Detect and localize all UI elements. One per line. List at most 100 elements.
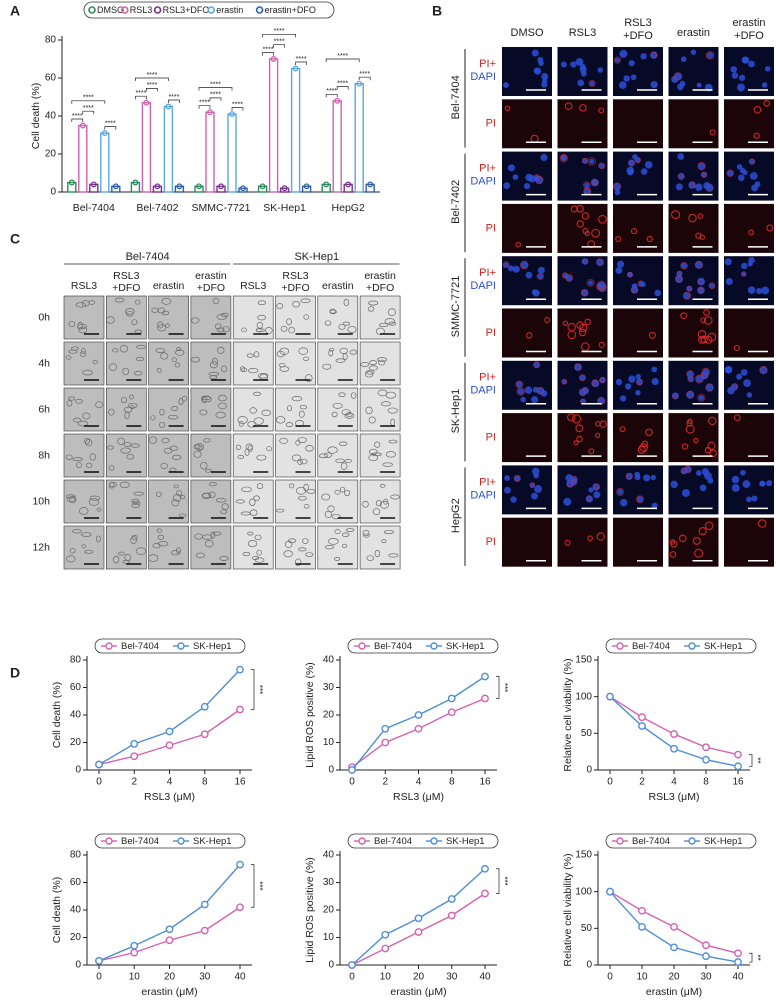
nucleus [537, 273, 544, 280]
x-tick-label: 30 [446, 972, 458, 983]
cell-shape [241, 486, 252, 493]
cell-shape [121, 396, 128, 404]
cell-shape [131, 498, 140, 503]
legend-box [94, 638, 246, 654]
y-axis-label: Relative cell viability (%) [562, 658, 574, 771]
pi-signal [562, 272, 569, 279]
cell-shape [365, 371, 374, 378]
pi-signal [708, 416, 717, 426]
pi-signal [582, 157, 588, 164]
nucleus [588, 280, 594, 286]
series-line [351, 675, 486, 771]
pi-signal [704, 446, 712, 454]
nucleus [651, 377, 659, 386]
x-tick-label: HepG2 [332, 202, 365, 214]
bar [78, 124, 88, 193]
micrograph [502, 99, 552, 149]
cell-line-label: HepG2 [450, 498, 462, 533]
legend-label: Bel-7404 [121, 641, 159, 652]
pi-signal [630, 228, 638, 235]
cell-shape [247, 531, 254, 536]
cell-shape [335, 358, 346, 363]
cell-shape [324, 545, 335, 550]
pi-signal [579, 388, 587, 396]
pi-signal [709, 449, 717, 458]
cell-shape [114, 297, 125, 303]
cell-shape [276, 303, 284, 309]
pi-signal [692, 536, 701, 545]
nucleus [520, 396, 526, 403]
pi-signal [588, 448, 595, 455]
pi-signal [502, 261, 510, 269]
cell-shape [85, 462, 93, 468]
bar-dot [79, 122, 86, 129]
pi-signal [698, 527, 707, 536]
x-tick-label: 0 [607, 972, 613, 983]
pi-signal [697, 393, 706, 403]
sig-label: **** [359, 71, 370, 78]
nucleus [627, 271, 633, 278]
cell-shape [133, 370, 143, 376]
point [95, 956, 103, 965]
cell-shape [342, 321, 351, 326]
nucleus [677, 83, 684, 91]
cell-shape [220, 509, 228, 514]
legend-label: Bel-7404 [374, 641, 412, 652]
pi-signal [586, 278, 595, 287]
cell-shape [378, 322, 389, 327]
cell-shape [285, 422, 294, 428]
cell-shape [95, 535, 101, 543]
y-axis-label: Cell death (%) [30, 83, 42, 150]
nucleus [512, 174, 519, 180]
pi-signal [681, 443, 689, 450]
cell-shape [171, 357, 177, 363]
point [130, 752, 139, 761]
nucleus [724, 258, 732, 266]
pi-signal [586, 496, 593, 502]
bar-dot [132, 179, 139, 186]
pi-signal [672, 392, 679, 400]
legend-label: SK-Hep1 [193, 641, 232, 652]
pi-signal [514, 475, 520, 482]
pi-signal [534, 175, 544, 185]
cell-shape [174, 362, 181, 368]
y-tick-label: 30 [323, 877, 335, 888]
time-label: 6h [38, 403, 50, 415]
pi-signal [731, 383, 739, 391]
cell-shape [123, 406, 133, 413]
time-label: 4h [38, 357, 50, 369]
sig-label: **** [210, 81, 221, 88]
pi-signal [582, 227, 589, 234]
cell-shape [130, 443, 140, 448]
cell-shape [179, 495, 186, 499]
column-header: RSL3 [240, 280, 266, 292]
legend-label: Bel-7404 [374, 836, 412, 847]
sig-bracket [251, 864, 255, 908]
cell-shape [108, 464, 115, 471]
nucleus [677, 153, 685, 160]
cell-shape [328, 349, 334, 357]
nucleus [615, 378, 623, 386]
cell-shape [155, 491, 162, 497]
pi-signal [515, 380, 524, 389]
pi-signal [571, 479, 577, 485]
bar-dot [292, 65, 299, 72]
series-line [98, 864, 241, 962]
y-tick-label: 0 [328, 765, 334, 776]
nucleus [579, 66, 587, 74]
bar [354, 82, 364, 193]
cell-shape [80, 348, 86, 355]
x-tick-label: 40 [234, 972, 246, 983]
bar-dot [303, 183, 310, 190]
pi-signal [680, 261, 688, 270]
point [447, 895, 456, 903]
x-axis-label: RSL3 (μM) [649, 791, 700, 803]
x-tick-label: 0 [349, 972, 355, 983]
nucleus [536, 386, 545, 395]
point [481, 889, 489, 898]
sig-bracket [336, 86, 349, 90]
cell-shape [191, 356, 200, 363]
cell-shape [256, 549, 262, 556]
legend-marker [88, 6, 96, 14]
cell-shape [72, 457, 83, 461]
